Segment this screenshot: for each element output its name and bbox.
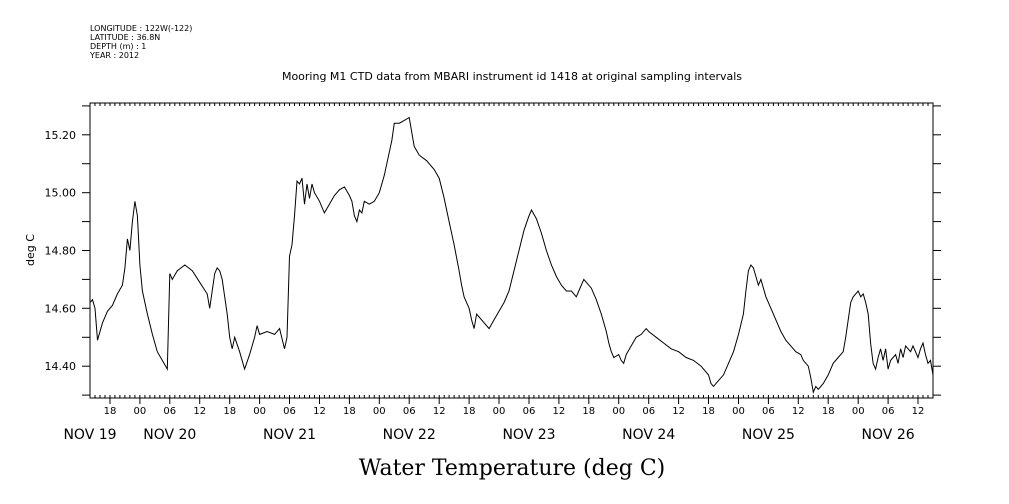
y-tick-label: 14.80 (45, 245, 77, 258)
x-day-labels: NOV 19 NOV 20 NOV 21 NOV 22 NOV 23 NOV 24 NOV … (63, 427, 914, 443)
y-tick-labels: 14.40 14.60 14.80 15.00 15.20 (45, 129, 77, 373)
x-hour-tick-label: 00 (493, 406, 506, 417)
x-hour-tick-label: 06 (283, 406, 296, 417)
x-hour-tick-label: 00 (253, 406, 266, 417)
x-hour-tick-label: 18 (702, 406, 715, 417)
x-day-label: NOV 22 (383, 427, 436, 443)
x-hour-tick-label: 06 (523, 406, 536, 417)
x-hour-tick-label: 18 (822, 406, 835, 417)
x-hour-tick-label: 12 (433, 406, 446, 417)
x-hour-tick-label: 12 (313, 406, 326, 417)
plot-frame (89, 102, 934, 399)
x-hour-tick-label: 06 (642, 406, 655, 417)
latitude-text: LATITUDE : 36.8N (90, 33, 160, 42)
y-tick-label: 14.60 (45, 302, 77, 315)
x-hour-tick-label: 18 (223, 406, 236, 417)
x-hour-tick-label: 00 (612, 406, 625, 417)
x-day-label: NOV 23 (502, 427, 555, 443)
x-hour-tick-label: 12 (912, 406, 925, 417)
x-day-label: NOV 25 (742, 427, 795, 443)
longitude-text: LONGITUDE : 122W(-122) (90, 24, 192, 33)
x-hour-tick-label: 12 (193, 406, 206, 417)
x-hour-tick-label: 18 (343, 406, 356, 417)
x-hour-tick-label: 00 (732, 406, 745, 417)
y-tick-label: 14.40 (45, 360, 77, 373)
x-day-label: NOV 21 (263, 427, 316, 443)
x-day-label: NOV 19 (63, 427, 116, 443)
y-tick-label: 15.20 (45, 129, 77, 142)
x-hour-labels: 18 00 06 12 18 00 06 12 18 00 06 12 18 00 06 12 18 00 06 12… (104, 406, 925, 417)
chart-title: Mooring M1 CTD data from MBARI instrumen… (282, 70, 742, 83)
x-hour-tick-label: 18 (582, 406, 595, 417)
x-hour-tick-label: 06 (762, 406, 775, 417)
x-hour-tick-label: 06 (403, 406, 416, 417)
x-hour-tick-label: 00 (852, 406, 865, 417)
x-hour-tick-label: 06 (882, 406, 895, 417)
metadata-block: LONGITUDE : 122W(-122) LATITUDE : 36.8N … (89, 24, 192, 60)
x-hour-tick-label: 18 (104, 406, 117, 417)
x-hour-tick-label: 12 (792, 406, 805, 417)
x-day-label: NOV 26 (862, 427, 915, 443)
year-text: YEAR : 2012 (89, 51, 139, 60)
x-hour-tick-label: 12 (672, 406, 685, 417)
x-day-label: NOV 24 (622, 427, 675, 443)
depth-text: DEPTH (m) : 1 (90, 42, 146, 51)
x-hour-tick-label: 06 (163, 406, 176, 417)
x-axis-label: Water Temperature (deg C) (359, 456, 666, 481)
x-hour-tick-label: 12 (553, 406, 566, 417)
x-day-label: NOV 20 (143, 427, 196, 443)
x-hour-tick-label: 18 (463, 406, 476, 417)
x-hour-tick-label: 00 (373, 406, 386, 417)
y-axis-label: deg C (24, 234, 37, 266)
axis-ticks (82, 103, 941, 404)
x-hour-tick-label: 00 (134, 406, 147, 417)
temperature-series-line (89, 116, 934, 394)
y-tick-label: 15.00 (45, 187, 77, 200)
